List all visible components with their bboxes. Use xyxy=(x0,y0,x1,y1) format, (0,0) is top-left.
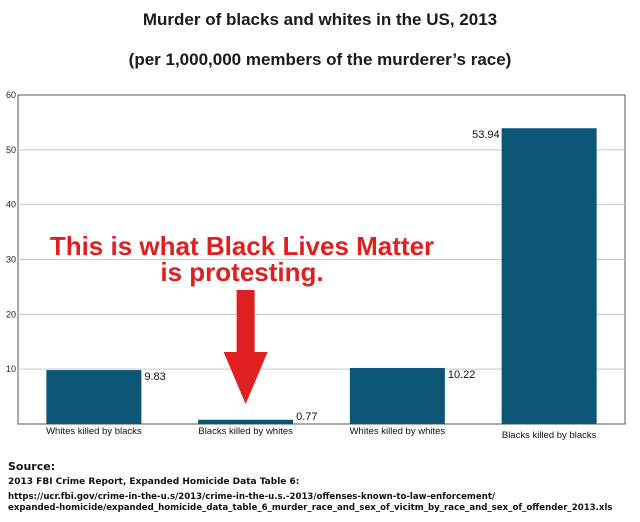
bar xyxy=(349,367,445,424)
bar xyxy=(198,419,294,424)
data-label: 9.83 xyxy=(144,371,165,383)
y-tick-label: 20 xyxy=(6,309,16,319)
data-label: 10.22 xyxy=(448,369,476,381)
x-tick-label: Blacks killed by blacks xyxy=(502,430,597,441)
x-tick-label: Whites killed by whites xyxy=(350,426,446,437)
annotation-line-1: This is what Black Lives Matter xyxy=(49,231,435,261)
source-heading: Source: xyxy=(8,460,56,473)
chart-title: Murder of blacks and whites in the US, 2… xyxy=(142,10,498,29)
x-tick-label: Blacks killed by whites xyxy=(198,426,293,437)
y-tick-label: 40 xyxy=(6,200,16,210)
y-tick-label: 30 xyxy=(6,255,16,265)
chart-subtitle: (per 1,000,000 members of the murderer’s… xyxy=(128,50,512,69)
y-tick-label: 10 xyxy=(6,364,16,374)
bar xyxy=(46,370,142,424)
data-label: 53.94 xyxy=(472,129,500,141)
bar xyxy=(501,128,597,424)
source-url-line-1: https://ucr.fbi.gov/crime-in-the-u.s/201… xyxy=(8,492,496,502)
x-tick-label: Whites killed by blacks xyxy=(46,426,142,437)
y-tick-label: 60 xyxy=(6,90,16,100)
annotation-line-2: is protesting. xyxy=(160,257,324,287)
y-tick-label: 50 xyxy=(6,145,16,155)
source-url-line-2: expanded-homicide/expanded_homicide_data… xyxy=(8,503,613,513)
annotation-arrow xyxy=(223,290,268,404)
source-line: 2013 FBI Crime Report, Expanded Homicide… xyxy=(8,477,300,487)
data-label: 0.77 xyxy=(296,411,317,423)
